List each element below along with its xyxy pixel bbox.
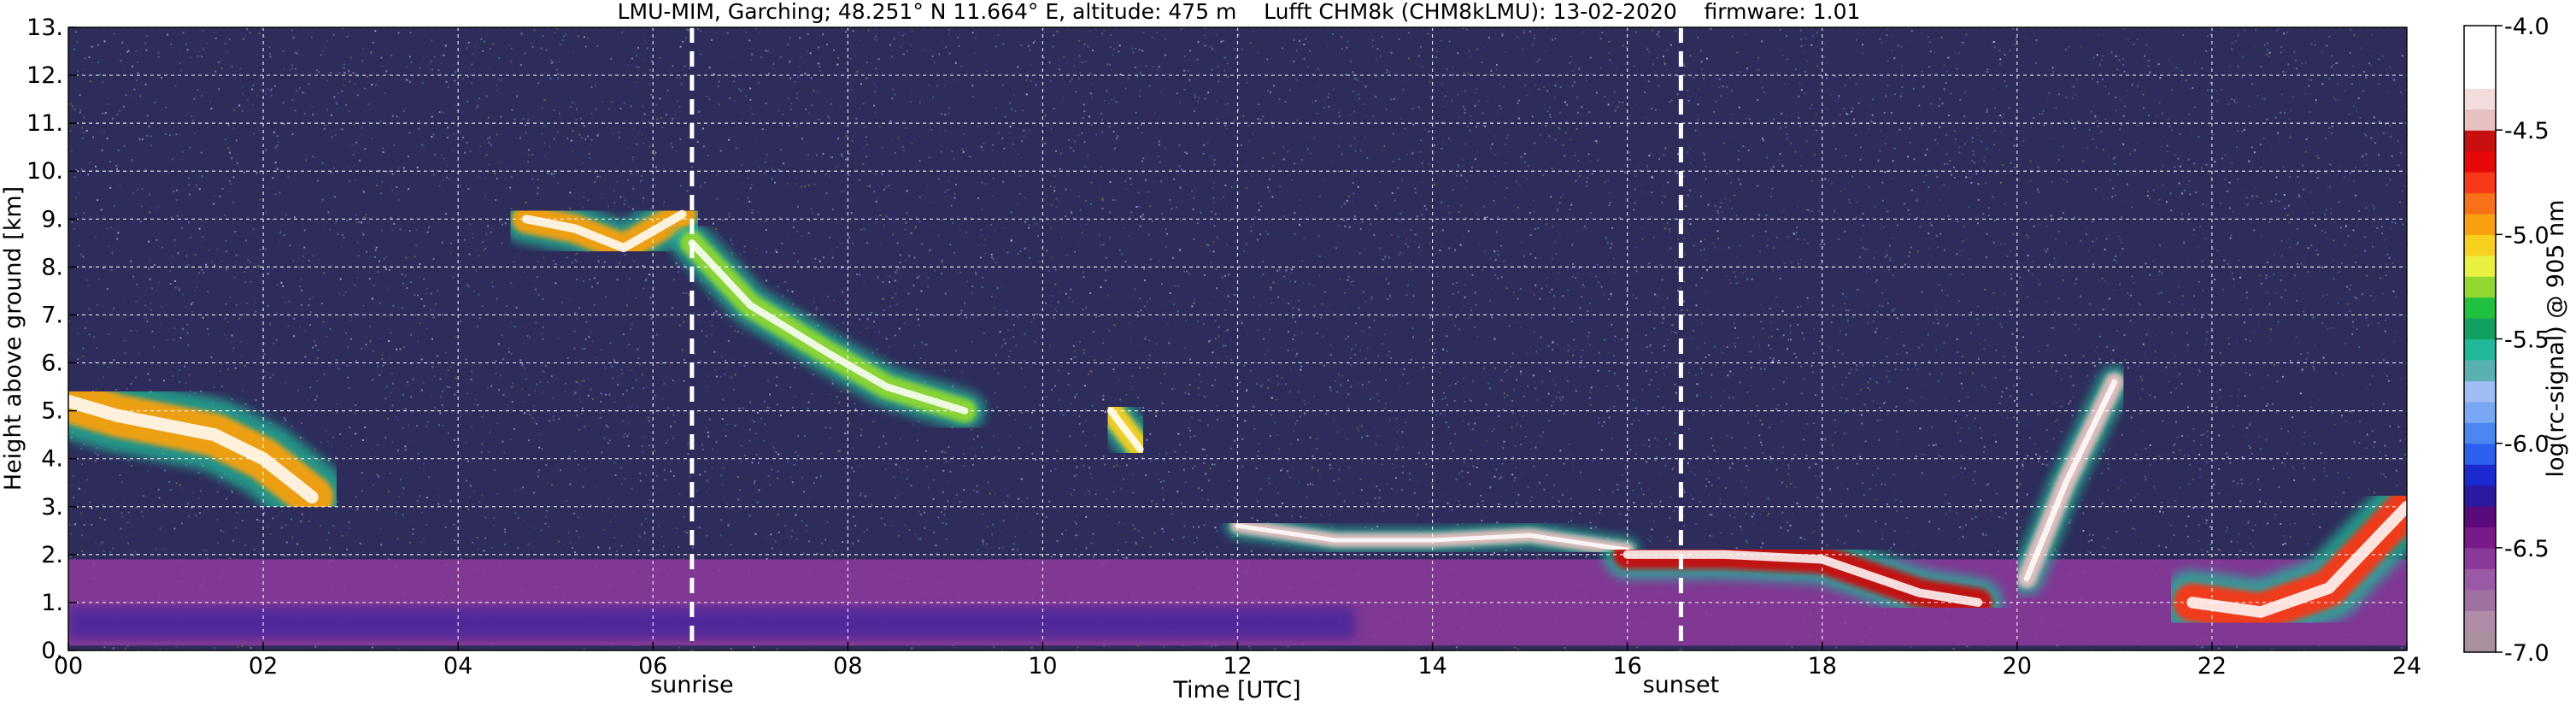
- colorbar-tick-label: -6.5: [2504, 536, 2550, 562]
- colorbar-segment: [2464, 359, 2496, 381]
- colorbar-segment: [2464, 297, 2496, 319]
- y-tick-label: 5.: [41, 398, 63, 425]
- x-tick-label: 08: [833, 653, 862, 680]
- x-tick-label: 18: [1808, 653, 1837, 680]
- colorbar-segment: [2464, 255, 2496, 277]
- y-tick-label: 1.: [41, 590, 63, 616]
- colorbar-segment: [2464, 589, 2496, 611]
- y-tick-label: 7.: [41, 302, 63, 328]
- colorbar-segment: [2464, 380, 2496, 403]
- x-tick-label: 14: [1417, 653, 1446, 680]
- colorbar-segment: [2464, 443, 2496, 465]
- colorbar-segment: [2464, 338, 2496, 361]
- colorbar-segment: [2464, 192, 2496, 215]
- feature-core: [2186, 501, 2407, 618]
- y-tick-label: 13.: [26, 15, 63, 41]
- feature-core: [521, 209, 687, 253]
- colorbar-segment: [2464, 631, 2496, 653]
- x-tick-label: 00: [54, 653, 83, 680]
- colorbar-tick-label: -5.0: [2504, 222, 2550, 249]
- colorbar-label: log(rc-signal) @ 905 nm: [2543, 200, 2569, 478]
- colorbar-segment: [2464, 547, 2496, 569]
- marker-label: sunset: [1643, 672, 1720, 698]
- colorbar-segment: [2464, 213, 2496, 235]
- y-tick-label: 10.: [26, 158, 63, 185]
- marker-label: sunrise: [650, 672, 734, 698]
- colorbar-segment: [2464, 109, 2496, 131]
- colorbar-segment: [2464, 150, 2496, 173]
- colorbar: -7.0 -6.5 -6.0 -5.5 -5.0 -4.5 -4.0: [2463, 14, 2550, 667]
- y-axis-label: Height above ground [km]: [0, 186, 26, 491]
- colorbar-tick-label: -7.0: [2504, 640, 2550, 667]
- colorbar-segment: [2464, 505, 2496, 527]
- x-tick-label: 24: [2392, 653, 2421, 680]
- colorbar-segment: [2464, 276, 2496, 298]
- colorbar-segment: [2464, 318, 2496, 340]
- x-tick-label: 12: [1223, 653, 1252, 680]
- colorbar-segment: [2464, 46, 2496, 68]
- y-tick-label: 6.: [41, 350, 63, 377]
- colorbar-segment: [2464, 130, 2496, 152]
- x-axis: 00 02 04 06 08 10 12 14 16 18 20 22 24: [54, 642, 2421, 680]
- colorbar-segment: [2464, 527, 2496, 549]
- y-tick-label: 12.: [26, 62, 63, 89]
- feature-core: [1622, 550, 1983, 607]
- x-axis-label: Time [UTC]: [1172, 677, 1300, 703]
- y-tick-label: 8.: [41, 254, 63, 280]
- x-tick-label: 02: [249, 653, 278, 680]
- feature-band-core: [68, 607, 1355, 638]
- y-axis: 0. 1. 2. 3. 4. 5. 6. 7. 8. 9. 10. 11. 12. 13.: [26, 15, 77, 664]
- x-tick-label: 16: [1612, 653, 1641, 680]
- y-tick-label: 0.: [41, 638, 63, 664]
- colorbar-segment: [2464, 610, 2496, 632]
- colorbar-tick-label: -4.0: [2504, 14, 2550, 40]
- feature-core: [2023, 379, 2118, 582]
- y-tick-label: 4.: [41, 446, 63, 473]
- colorbar-segment: [2464, 422, 2496, 444]
- x-tick-label: 04: [443, 653, 472, 680]
- colorbar-segment: [2464, 401, 2496, 423]
- colorbar-segment: [2464, 568, 2496, 591]
- colorbar-segment: [2464, 234, 2496, 256]
- colorbar-tick-label: -6.0: [2504, 432, 2550, 458]
- y-tick-label: 9.: [41, 206, 63, 232]
- colorbar-tick-label: -4.5: [2504, 118, 2550, 144]
- y-tick-label: 2.: [41, 542, 63, 568]
- x-tick-label: 20: [2003, 653, 2032, 680]
- y-tick-label: 3.: [41, 494, 63, 521]
- feature-core: [688, 239, 969, 415]
- colorbar-segment: [2464, 26, 2496, 48]
- feature-core: [68, 394, 319, 504]
- colorbar-segment: [2464, 88, 2496, 110]
- colorbar-tick-label: -5.5: [2504, 327, 2550, 354]
- x-tick-label: 06: [638, 653, 667, 680]
- colorbar-segment: [2464, 485, 2496, 507]
- feature-core: [1106, 407, 1144, 453]
- x-tick-label: 10: [1028, 653, 1057, 680]
- y-tick-label: 11.: [26, 110, 63, 137]
- sun-markers: sunrise sunset: [650, 27, 1719, 698]
- chart-title: LMU-MIM, Garching; 48.251° N 11.664° E, …: [618, 0, 1861, 24]
- colorbar-segment: [2464, 67, 2496, 89]
- x-tick-label: 22: [2198, 653, 2227, 680]
- colorbar-segment: [2464, 172, 2496, 194]
- colorbar-segment: [2464, 464, 2496, 486]
